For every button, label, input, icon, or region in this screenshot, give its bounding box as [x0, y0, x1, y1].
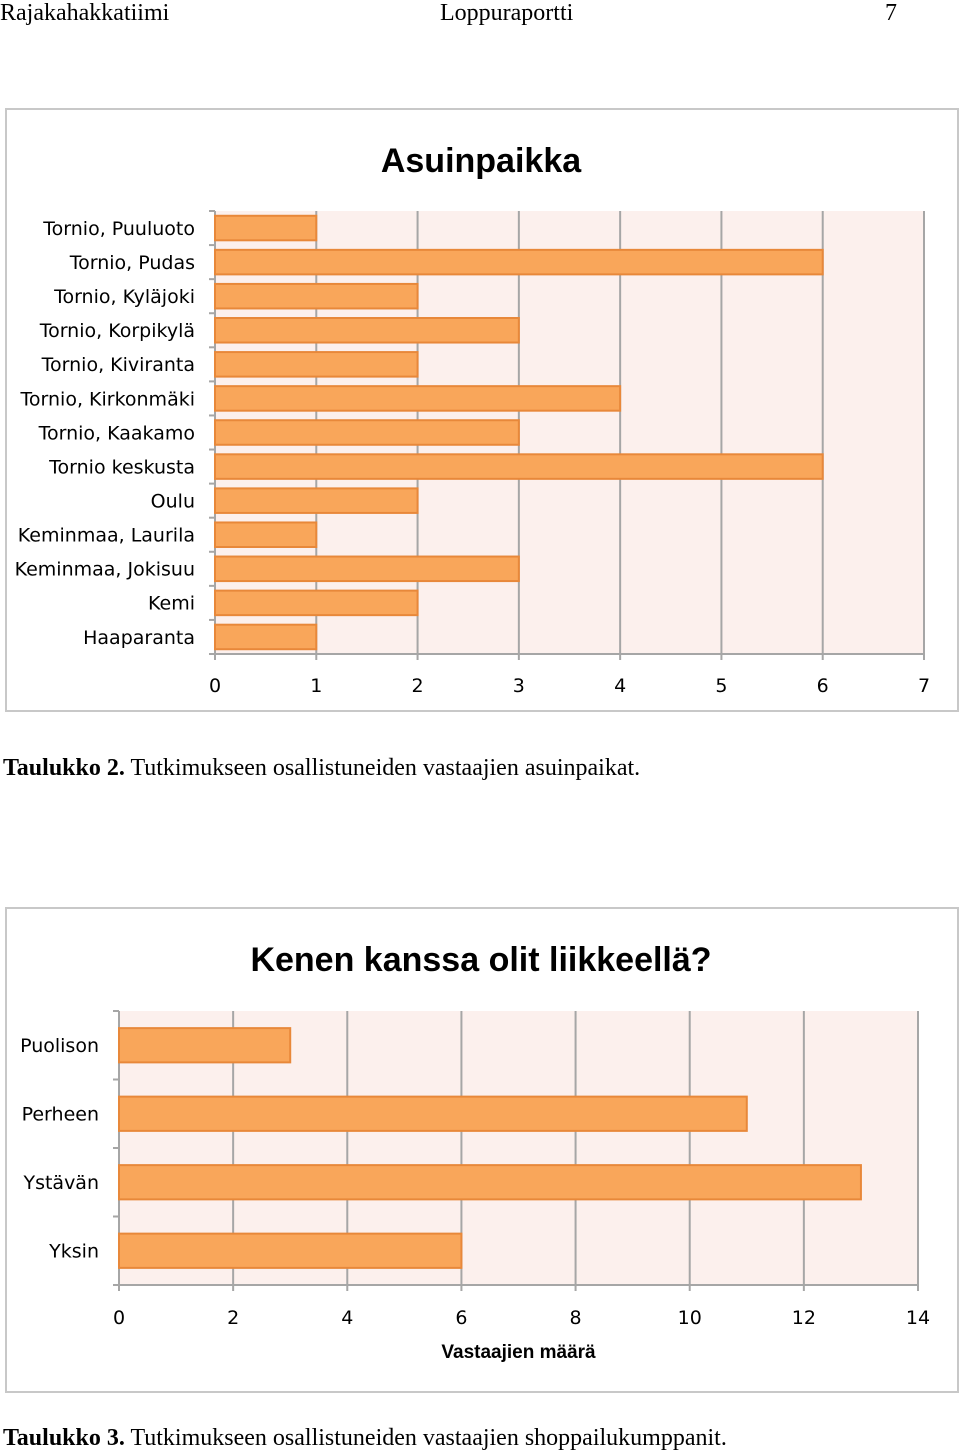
header-page-number: 7: [885, 0, 897, 26]
bar-kemi: [214, 589, 419, 617]
x-tick-label-7: 7: [918, 675, 930, 697]
caption-3-text: Tutkimukseen osallistuneiden vastaajien …: [124, 1425, 727, 1451]
category-label-tornio-kylajoki: Tornio, Kyläjoki: [53, 286, 195, 308]
x-axis-title: Vastaajien määrä: [441, 1342, 596, 1363]
category-label-puolison: Puolison: [20, 1035, 99, 1057]
header-document-title: Loppuraportti: [440, 0, 574, 26]
seura-chart-frame: Kenen kanssa olit liikkeellä? 0 2 4 6 8 10 12 14…: [5, 907, 959, 1393]
x-tick-label-4: 4: [614, 675, 626, 697]
bar-tornio-kylajoki: [214, 282, 419, 310]
x-tick-label-6: 6: [817, 675, 829, 697]
bar-tornio-kaakamo: [214, 419, 520, 446]
bar-tornio-kiviranta: [214, 351, 419, 378]
category-label-tornio-keskusta: Tornio keskusta: [48, 456, 195, 478]
chart-title: Asuinpaikka: [381, 142, 582, 180]
category-label-oulu: Oulu: [151, 490, 195, 512]
bar-tornio-puuluoto: [214, 214, 318, 242]
bar-keminmaa-laurila: [214, 521, 318, 548]
category-label-tornio-kaakamo: Tornio, Kaakamo: [38, 422, 195, 444]
x-tick-label-6: 6: [455, 1307, 467, 1329]
chart-title: Kenen kanssa olit liikkeellä?: [250, 941, 711, 979]
category-label-keminmaa-jokisuu: Keminmaa, Jokisuu: [15, 559, 195, 581]
caption-3-label: Taulukko 3.: [3, 1425, 125, 1451]
category-label-tornio-puuluoto: Tornio, Puuluoto: [42, 218, 195, 240]
category-label-keminmaa-laurila: Keminmaa, Laurila: [18, 525, 195, 547]
caption-2-label: Taulukko 2.: [3, 755, 125, 781]
bar-puolison: [118, 1027, 292, 1064]
bar-tornio-keskusta: [214, 453, 824, 480]
x-tick-label-4: 4: [341, 1307, 353, 1329]
caption-taulukko-3: Taulukko 3. Tutkimukseen osallistuneiden…: [3, 1425, 727, 1452]
bar-haaparanta: [214, 623, 318, 651]
category-label-ystavan: Ystävän: [22, 1172, 99, 1194]
page-header: Rajakahakkatiimi Loppuraportti 7: [0, 0, 960, 30]
x-tick-label-10: 10: [678, 1307, 702, 1329]
category-label-yksin: Yksin: [48, 1241, 99, 1263]
category-label-tornio-pudas: Tornio, Pudas: [69, 252, 195, 274]
bar-ystavan: [118, 1164, 862, 1201]
x-tick-label-1: 1: [310, 675, 322, 697]
x-tick-label-3: 3: [513, 675, 525, 697]
x-tick-label-12: 12: [792, 1307, 816, 1329]
category-label-perheen: Perheen: [22, 1104, 99, 1126]
x-tick-label-14: 14: [906, 1307, 930, 1329]
x-tick-label-2: 2: [227, 1307, 239, 1329]
x-tick-label-0: 0: [209, 675, 221, 697]
category-label-haaparanta: Haaparanta: [83, 627, 195, 649]
bar-perheen: [118, 1095, 748, 1132]
seura-chart: Kenen kanssa olit liikkeellä? 0 2 4 6 8 10 12 14…: [20, 941, 930, 1363]
x-tick-label-2: 2: [412, 675, 424, 697]
bar-tornio-korpikyla: [214, 317, 520, 344]
caption-2-text: Tutkimukseen osallistuneiden vastaajien …: [124, 755, 641, 781]
asuinpaikka-chart: Asuinpaikka 0 1 2 3 4 5 6 7 Tornio, Puuluoto Torni…: [15, 142, 930, 697]
bar-tornio-kirkonmaki: [214, 385, 622, 412]
header-team-name: Rajakahakkatiimi: [0, 0, 170, 26]
bar-oulu: [214, 487, 419, 514]
caption-taulukko-2: Taulukko 2. Tutkimukseen osallistuneiden…: [3, 755, 640, 782]
category-label-tornio-korpikyla: Tornio, Korpikylä: [39, 320, 195, 342]
category-label-kemi: Kemi: [148, 593, 195, 615]
asuinpaikka-chart-frame: Asuinpaikka 0 1 2 3 4 5 6 7 Tornio, Puuluoto Torni…: [5, 108, 959, 712]
bar-keminmaa-jokisuu: [214, 555, 520, 583]
x-tick-label-5: 5: [715, 675, 727, 697]
category-label-tornio-kirkonmaki: Tornio, Kirkonmäki: [20, 388, 195, 410]
category-label-tornio-kiviranta: Tornio, Kiviranta: [41, 354, 195, 376]
bar-tornio-pudas: [214, 248, 824, 276]
x-tick-label-8: 8: [570, 1307, 582, 1329]
bar-yksin: [118, 1232, 463, 1269]
x-tick-label-0: 0: [113, 1307, 125, 1329]
